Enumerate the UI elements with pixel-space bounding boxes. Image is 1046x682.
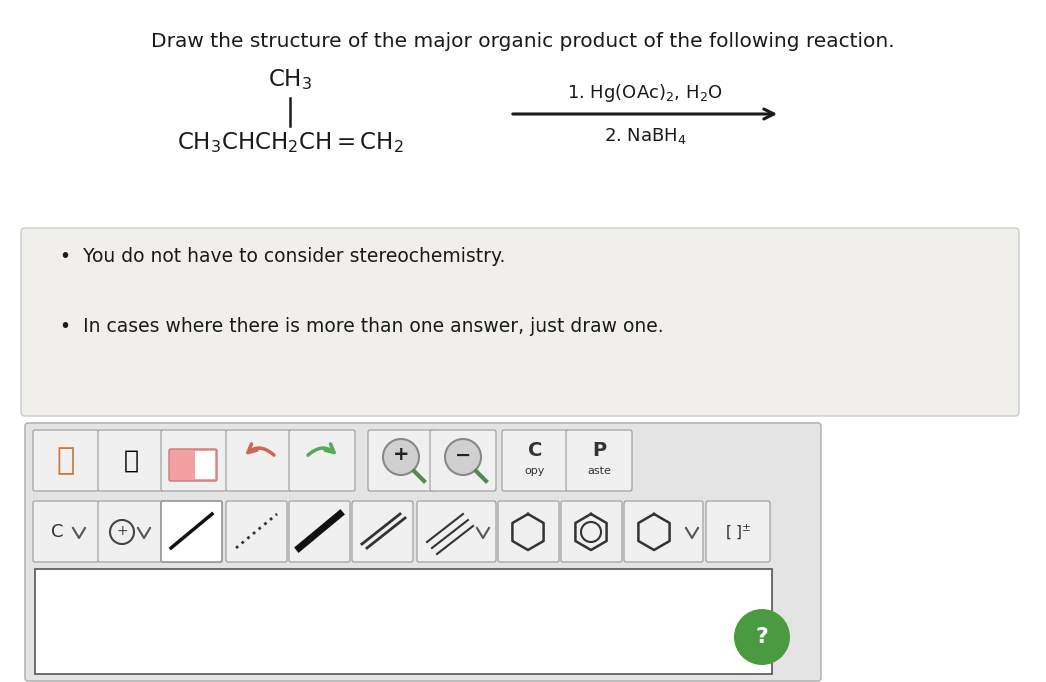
FancyBboxPatch shape [161, 501, 222, 562]
FancyBboxPatch shape [417, 501, 496, 562]
Text: [ ]$^{\pm}$: [ ]$^{\pm}$ [725, 522, 751, 542]
Text: opy: opy [525, 466, 545, 476]
Text: 🧪: 🧪 [123, 449, 138, 473]
Text: −: − [455, 445, 471, 464]
FancyBboxPatch shape [498, 501, 559, 562]
FancyBboxPatch shape [566, 430, 632, 491]
FancyBboxPatch shape [98, 430, 164, 491]
Text: ✋: ✋ [56, 447, 75, 475]
FancyBboxPatch shape [35, 569, 772, 674]
FancyBboxPatch shape [33, 430, 99, 491]
FancyBboxPatch shape [502, 430, 568, 491]
Text: C: C [51, 523, 63, 541]
FancyBboxPatch shape [624, 501, 703, 562]
Text: +: + [392, 445, 409, 464]
FancyBboxPatch shape [226, 501, 287, 562]
Text: aste: aste [587, 466, 611, 476]
Circle shape [383, 439, 419, 475]
FancyBboxPatch shape [161, 430, 227, 491]
FancyBboxPatch shape [561, 501, 622, 562]
FancyBboxPatch shape [98, 501, 164, 562]
Text: ?: ? [755, 627, 769, 647]
FancyBboxPatch shape [169, 449, 217, 481]
FancyBboxPatch shape [25, 423, 821, 681]
Text: +: + [116, 524, 128, 538]
FancyBboxPatch shape [195, 451, 215, 479]
Circle shape [734, 609, 790, 665]
FancyBboxPatch shape [289, 501, 350, 562]
Text: 2. NaBH$_4$: 2. NaBH$_4$ [604, 126, 686, 146]
Text: 1. Hg(OAc)$_2$, H$_2$O: 1. Hg(OAc)$_2$, H$_2$O [567, 82, 723, 104]
Text: Draw the structure of the major organic product of the following reaction.: Draw the structure of the major organic … [152, 32, 894, 51]
Text: •  In cases where there is more than one answer, just draw one.: • In cases where there is more than one … [60, 318, 663, 336]
FancyBboxPatch shape [430, 430, 496, 491]
Text: CH$_3$: CH$_3$ [268, 67, 312, 92]
Text: •  You do not have to consider stereochemistry.: • You do not have to consider stereochem… [60, 248, 505, 267]
FancyBboxPatch shape [226, 430, 292, 491]
Text: P: P [592, 441, 606, 460]
Text: CH$_3$CHCH$_2$CH$=$CH$_2$: CH$_3$CHCH$_2$CH$=$CH$_2$ [177, 130, 404, 155]
Circle shape [445, 439, 481, 475]
Text: C: C [528, 441, 542, 460]
FancyBboxPatch shape [21, 228, 1019, 416]
FancyBboxPatch shape [353, 501, 413, 562]
FancyBboxPatch shape [33, 501, 99, 562]
FancyBboxPatch shape [706, 501, 770, 562]
FancyBboxPatch shape [368, 430, 434, 491]
FancyBboxPatch shape [289, 430, 355, 491]
FancyBboxPatch shape [161, 501, 222, 562]
